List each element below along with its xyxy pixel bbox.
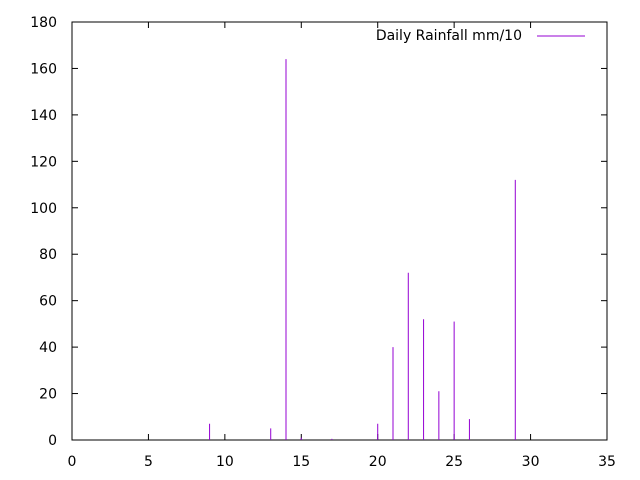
rainfall-bars [209,59,516,440]
y-tick-label: 20 [39,387,57,403]
axis-ticks: 0 5 10 15 20 25 30 35 0 20 40 60 80 100 120 140 160 180 [30,15,616,470]
y-tick-label: 140 [30,108,57,124]
x-tick-label: 25 [445,454,463,470]
x-tick-label: 15 [292,454,310,470]
plot-frame [71,21,608,441]
y-tick-label: 120 [30,154,57,170]
x-tick-label: 35 [598,454,616,470]
legend: Daily Rainfall mm/10 [376,28,585,44]
y-tick-label: 100 [30,201,57,217]
y-tick-label: 0 [48,433,57,449]
y-tick-label: 180 [30,15,57,31]
y-tick-label: 40 [39,340,57,356]
y-tick-label: 160 [30,61,57,77]
y-tick-label: 80 [39,247,57,263]
x-tick-label: 20 [369,454,387,470]
x-tick-label: 10 [216,454,234,470]
legend-label: Daily Rainfall mm/10 [376,28,522,44]
y-tick-label: 60 [39,294,57,310]
x-tick-label: 30 [522,454,540,470]
x-tick-label: 5 [144,454,153,470]
x-tick-label: 0 [68,454,77,470]
